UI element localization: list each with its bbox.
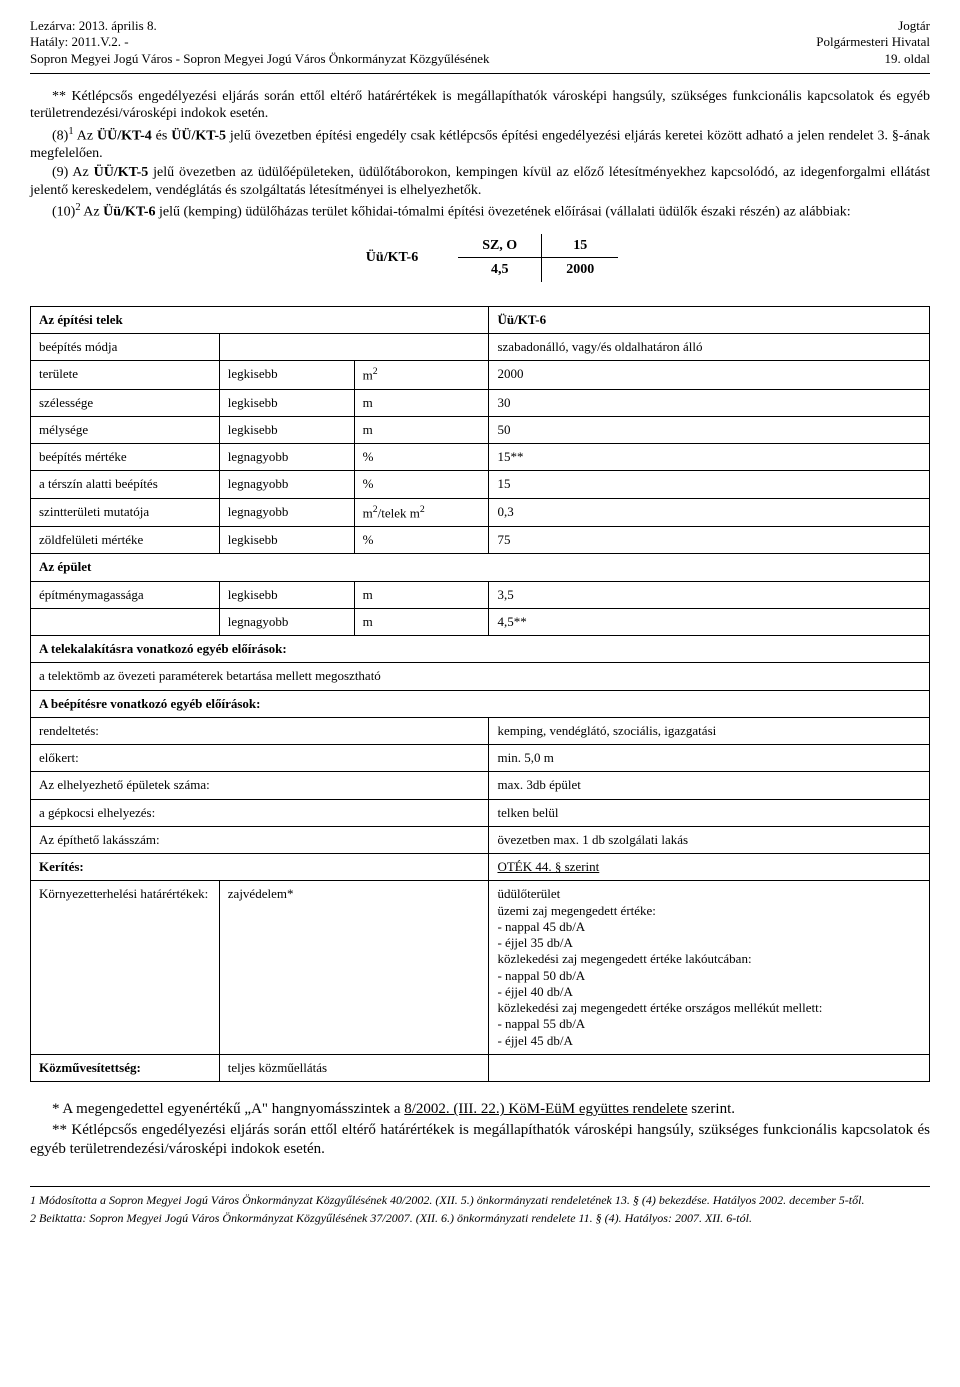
decree-link[interactable]: 8/2002. (III. 22.) KöM-EüM együttes rend… [404, 1101, 687, 1117]
office-label: Polgármesteri Hivatal [816, 34, 930, 50]
para-note: ** Kétlépcsős engedélyezési eljárás sorá… [30, 88, 930, 123]
header-left: Lezárva: 2013. április 8. Hatály: 2011.V… [30, 18, 490, 67]
row-zoldfeluleti: zöldfelületi mértéke legkisebb % 75 [31, 527, 930, 554]
page: Lezárva: 2013. április 8. Hatály: 2011.V… [0, 0, 960, 1259]
zone-r2c1: 4,5 [458, 258, 542, 282]
closed-date: Lezárva: 2013. április 8. [30, 18, 490, 34]
spec-head-1: Az építési telek Üü/KT-6 [31, 306, 930, 333]
row-kornyezet: Környezetterhelési határértékek: zajvéde… [31, 881, 930, 1055]
archive-label: Jogtár [816, 18, 930, 34]
page-header: Lezárva: 2013. április 8. Hatály: 2011.V… [30, 18, 930, 67]
para-9: (9) Az ÜÜ/KT-5 jelű övezetben az üdülőép… [30, 164, 930, 199]
row-szelessege: szélessége legkisebb m 30 [31, 389, 930, 416]
header-rule [30, 73, 930, 74]
effect-date: Hatály: 2011.V.2. - [30, 34, 490, 50]
row-terulete: területe legkisebb m2 2000 [31, 361, 930, 390]
row-beepites-merteke: beépítés mértéke legnagyobb % 15** [31, 444, 930, 471]
note-doublestar: ** Kétlépcsős engedélyezési eljárás sorá… [30, 1121, 930, 1159]
row-epitmenymag-min: építménymagassága legkisebb m 3,5 [31, 581, 930, 608]
row-epitmenymag-max: legnagyobb m 4,5** [31, 608, 930, 635]
row-rendeltetes: rendeltetés: kemping, vendéglátó, szociá… [31, 717, 930, 744]
zone-r2c2: 2000 [542, 258, 619, 282]
spec-head-4: A beépítésre vonatkozó egyéb előírások: [31, 690, 930, 717]
page-number: 19. oldal [816, 51, 930, 67]
row-melysege: mélysége legkisebb m 50 [31, 416, 930, 443]
row-elokert: előkert: min. 5,0 m [31, 745, 930, 772]
body-text: ** Kétlépcsős engedélyezési eljárás sorá… [30, 88, 930, 222]
footnote-1: 1 Módosította a Sopron Megyei Jogú Város… [30, 1193, 930, 1209]
row-kozmuvesitettseg: Közművesítettség: teljes közműellátás [31, 1054, 930, 1081]
spec-head-3: A telekalakításra vonatkozó egyéb előírá… [31, 636, 930, 663]
head-zone: Üü/KT-6 [489, 306, 930, 333]
footnote-2: 2 Beiktatta: Sopron Megyei Jogú Város Ön… [30, 1211, 930, 1227]
row-terszin-alatti: a térszín alatti beépítés legnagyobb % 1… [31, 471, 930, 498]
row-telektomb: a telektömb az övezeti paraméterek betar… [31, 663, 930, 690]
spec-head-2: Az épület [31, 554, 930, 581]
otek-link[interactable]: OTÉK 44. § szerint [497, 859, 599, 874]
issuer: Sopron Megyei Jogú Város - Sopron Megyei… [30, 51, 490, 67]
row-lakasszam: Az építhető lakásszám: övezetben max. 1 … [31, 826, 930, 853]
row-elhelyezheto: Az elhelyezhető épületek száma: max. 3db… [31, 772, 930, 799]
zone-r1c1: SZ, O [458, 234, 542, 258]
row-gepkocsi: a gépkocsi elhelyezés: telken belül [31, 799, 930, 826]
para-10: (10)2 Az Üü/KT-6 jelű (kemping) üdülőház… [30, 201, 930, 221]
footnote-rule [30, 1186, 930, 1187]
bottom-notes: * A megengedettel egyenértékű „A" hangny… [30, 1100, 930, 1158]
note-star: * A megengedettel egyenértékű „A" hangny… [30, 1100, 930, 1119]
row-beepites-modja: beépítés módja szabadonálló, vagy/és old… [31, 333, 930, 360]
row-kerites: Kerítés: OTÉK 44. § szerint [31, 854, 930, 881]
head-telek: Az építési telek [31, 306, 489, 333]
row-szintteruleti: szintterületi mutatója legnagyobb m2/tel… [31, 498, 930, 527]
zone-r1c2: 15 [542, 234, 619, 258]
para-8: (8)1 Az ÜÜ/KT-4 és ÜÜ/KT-5 jelű övezetbe… [30, 125, 930, 163]
footnotes: 1 Módosította a Sopron Megyei Jogú Város… [30, 1193, 930, 1226]
zone-code: Üü/KT-6 [342, 234, 458, 282]
spec-table: Az építési telek Üü/KT-6 beépítés módja … [30, 306, 930, 1083]
header-right: Jogtár Polgármesteri Hivatal 19. oldal [816, 18, 930, 67]
zone-table: Üü/KT-6 SZ, O 15 4,5 2000 [342, 234, 618, 282]
